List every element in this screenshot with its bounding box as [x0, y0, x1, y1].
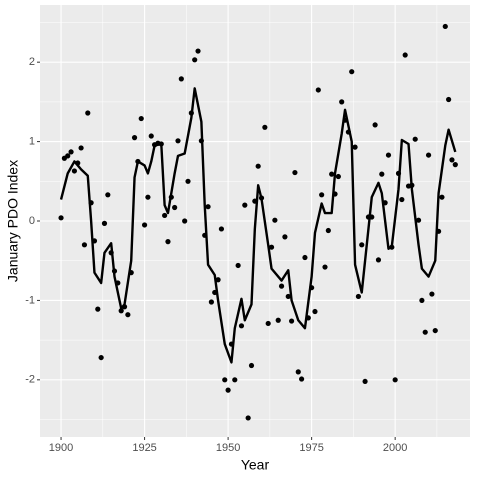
point: [319, 192, 325, 198]
point: [392, 377, 398, 383]
point: [349, 69, 355, 75]
point: [235, 262, 241, 269]
point: [268, 244, 275, 250]
point: [442, 23, 448, 30]
point: [95, 306, 101, 312]
point: [288, 318, 295, 324]
point: [325, 227, 331, 234]
point: [265, 320, 271, 327]
x-tick-label: 1950: [216, 442, 240, 454]
point: [335, 173, 341, 180]
point: [215, 277, 221, 283]
point: [379, 171, 385, 177]
smooth-line: [59, 87, 457, 364]
point: [248, 362, 255, 369]
point: [275, 317, 281, 323]
point: [125, 312, 131, 318]
point: [78, 145, 84, 151]
point: [218, 226, 225, 232]
point: [68, 149, 74, 155]
point: [245, 415, 251, 421]
point: [295, 369, 301, 375]
point: [272, 217, 278, 223]
point: [285, 293, 291, 300]
point: [425, 152, 432, 158]
point: [299, 376, 305, 382]
y-axis-title: January PDO Index: [5, 160, 21, 282]
point: [278, 283, 285, 289]
point: [131, 135, 138, 141]
point: [172, 204, 178, 211]
point: [118, 308, 124, 314]
point: [165, 239, 171, 245]
point: [339, 99, 345, 105]
point: [352, 144, 358, 150]
point: [446, 96, 452, 103]
point: [439, 194, 445, 200]
point: [81, 242, 88, 248]
point: [105, 192, 111, 198]
point: [58, 215, 64, 221]
x-tick-label: 1975: [299, 442, 323, 454]
x-tick-label: 1925: [132, 442, 156, 454]
point: [415, 217, 422, 223]
point: [85, 110, 91, 116]
point: [282, 234, 288, 240]
point: [162, 212, 168, 219]
y-tick-label: 1: [29, 135, 35, 147]
point: [65, 153, 71, 159]
point: [195, 48, 201, 54]
point: [175, 138, 181, 144]
point: [225, 387, 231, 393]
point: [255, 163, 261, 169]
point: [359, 242, 365, 248]
point: [419, 297, 425, 304]
point: [182, 218, 188, 224]
point: [232, 377, 238, 383]
point: [322, 264, 328, 270]
point: [402, 52, 408, 58]
point: [238, 323, 245, 329]
point: [178, 76, 184, 82]
point: [315, 87, 321, 93]
point: [452, 162, 458, 168]
point: [329, 171, 335, 177]
point: [185, 178, 191, 184]
point: [429, 291, 435, 297]
point: [222, 377, 228, 383]
x-tick-label: 2000: [383, 442, 407, 454]
point: [205, 204, 211, 210]
point: [449, 157, 455, 163]
point: [375, 257, 382, 263]
y-tick-label: -1: [25, 294, 35, 306]
point: [145, 194, 151, 200]
point: [432, 327, 438, 334]
point: [412, 136, 418, 142]
point: [262, 124, 268, 130]
point: [355, 293, 362, 300]
point: [422, 329, 428, 335]
point: [101, 220, 108, 226]
point: [192, 57, 198, 63]
point: [138, 115, 144, 122]
y-tick-label: -2: [25, 374, 35, 386]
y-tick-label: 2: [29, 56, 35, 68]
point: [362, 378, 368, 385]
point: [399, 196, 405, 203]
point: [208, 299, 214, 305]
y-tick-label: 0: [29, 215, 35, 227]
point: [148, 133, 154, 139]
point: [385, 152, 392, 158]
x-axis-title: Year: [241, 457, 270, 473]
x-tick-label: 1900: [49, 442, 73, 454]
point: [302, 254, 308, 261]
point: [71, 168, 78, 174]
point: [98, 354, 104, 361]
point: [372, 122, 378, 128]
point: [141, 222, 148, 228]
point: [242, 202, 248, 208]
point: [292, 169, 298, 176]
point: [312, 308, 318, 315]
